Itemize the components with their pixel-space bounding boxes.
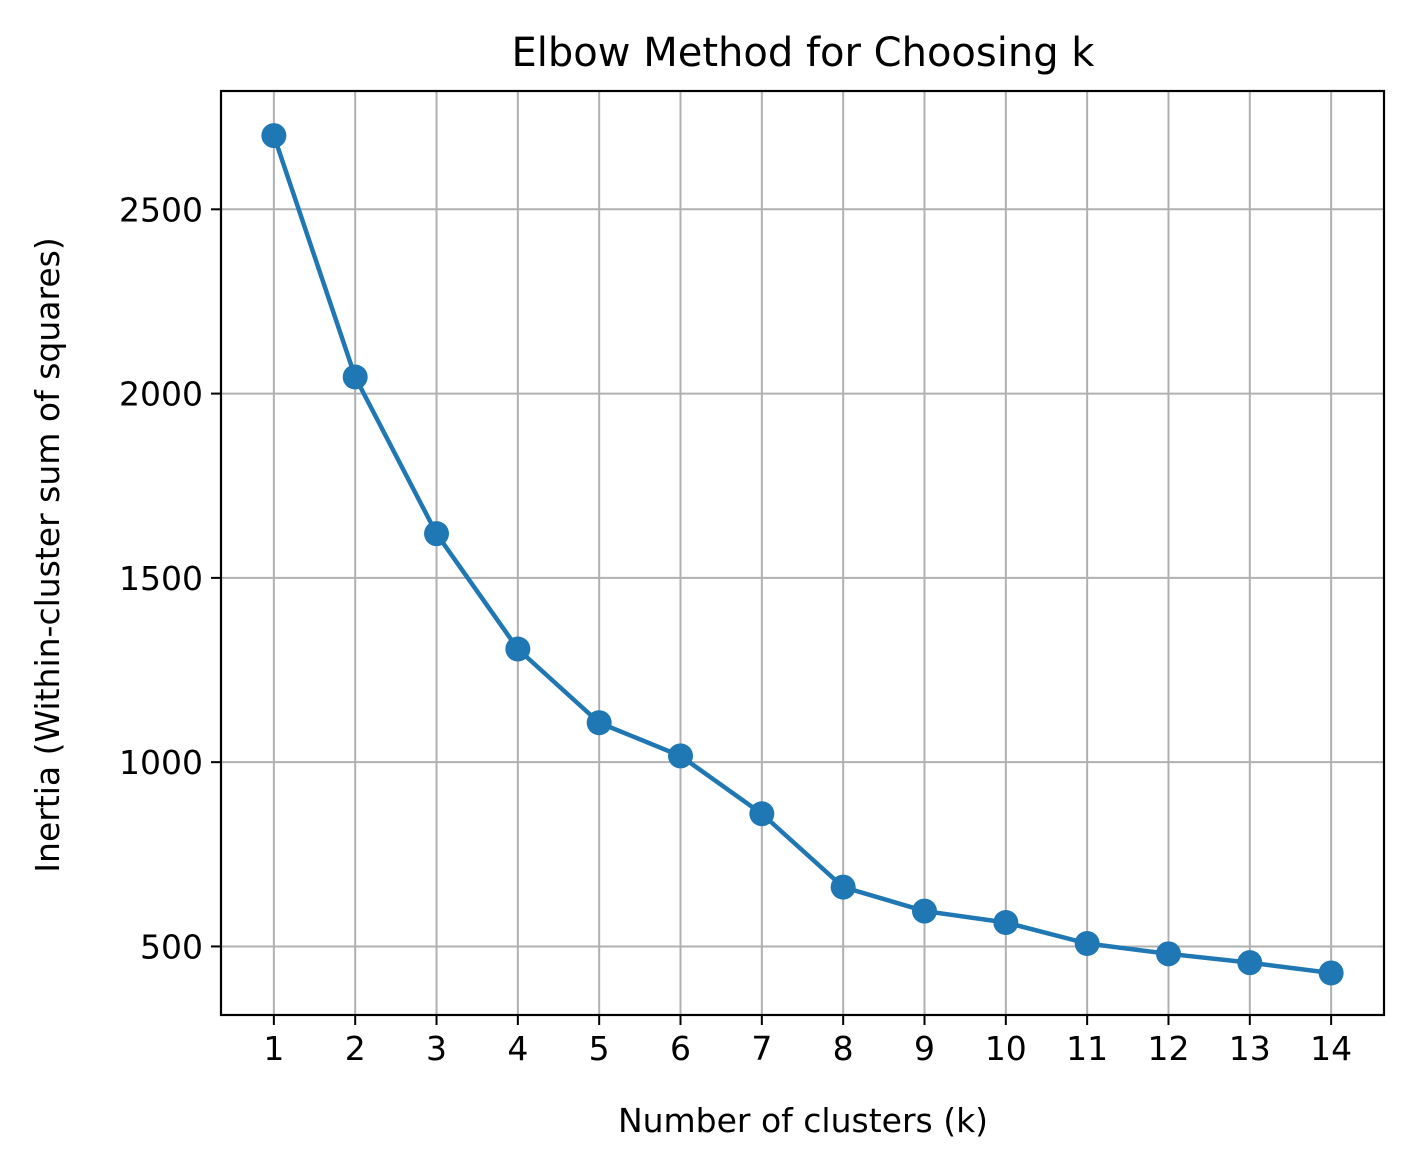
series-layer — [261, 123, 1344, 986]
data-point — [1155, 941, 1181, 967]
data-point — [1318, 960, 1344, 986]
chart-title: Elbow Method for Choosing k — [512, 30, 1096, 76]
x-tick-label: 10 — [985, 1029, 1027, 1068]
tick-marks — [211, 208, 1333, 1025]
series-line — [271, 134, 1332, 976]
x-tick-label: 6 — [670, 1029, 691, 1068]
x-tick-label: 12 — [1147, 1029, 1189, 1068]
data-point — [1237, 950, 1263, 976]
x-tick-label: 11 — [1066, 1029, 1108, 1068]
x-tick-label: 1 — [263, 1029, 284, 1068]
grid-lines — [221, 91, 1384, 1015]
x-tick-label: 8 — [833, 1029, 854, 1068]
y-tick-label: 1000 — [119, 743, 203, 782]
x-tick-label: 9 — [914, 1029, 935, 1068]
x-tick-label: 14 — [1310, 1029, 1352, 1068]
data-point — [749, 801, 775, 827]
data-point — [342, 364, 368, 390]
data-point — [993, 909, 1019, 935]
x-axis-label: Number of clusters (k) — [618, 1101, 988, 1140]
data-point — [830, 874, 856, 900]
data-point — [586, 710, 612, 736]
data-point — [424, 521, 450, 547]
data-point — [261, 123, 287, 149]
y-tick-label: 1500 — [119, 559, 203, 598]
x-tick-label: 3 — [426, 1029, 447, 1068]
x-tick-label: 5 — [589, 1029, 610, 1068]
plot-area-frame — [219, 89, 1386, 1017]
x-tick-label: 4 — [507, 1029, 528, 1068]
data-point — [911, 898, 937, 924]
x-tick-label: 7 — [751, 1029, 772, 1068]
y-tick-label: 2000 — [119, 375, 203, 414]
y-tick-label: 2500 — [119, 190, 203, 229]
y-tick-label: 500 — [140, 927, 203, 966]
x-tick-label: 13 — [1229, 1029, 1271, 1068]
data-point — [505, 636, 531, 662]
data-point — [668, 743, 694, 769]
x-tick-label: 2 — [345, 1029, 366, 1068]
data-point — [1074, 930, 1100, 956]
y-axis-label: Inertia (Within-cluster sum of squares) — [28, 237, 67, 872]
